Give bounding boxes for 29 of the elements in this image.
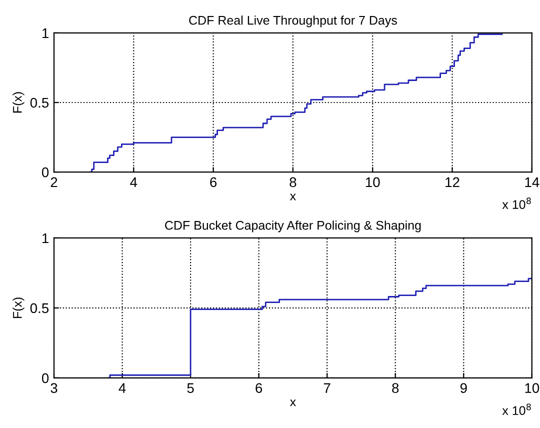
y-tick-label: 1 <box>42 28 48 38</box>
chart-title: CDF Bucket Capacity After Policing & Shaping <box>165 220 421 232</box>
x-tick-label: 5 <box>187 383 194 393</box>
x-tick-label: 4 <box>118 383 126 393</box>
x-tick-label: 8 <box>392 383 399 393</box>
x-tick-label: 7 <box>324 383 330 393</box>
y-axis-title: F(x) <box>12 298 24 318</box>
x-tick-label: 12 <box>446 177 460 187</box>
y-tick-label: 1 <box>42 233 48 243</box>
x-tick-label: 3 <box>50 383 58 393</box>
x-axis-title: x <box>290 400 296 406</box>
y-tick-label: 0 <box>42 373 49 384</box>
y-tick-label: 0 <box>42 167 49 178</box>
x-axis-title: x <box>290 194 296 200</box>
chart-title: CDF Real Live Throughput for 7 Days <box>189 16 397 28</box>
x-tick-label: 6 <box>256 383 262 393</box>
x-tick-label: 8 <box>290 177 296 188</box>
text: x 10$^{8}$ <box>502 404 531 415</box>
y-axis-title: F(x) <box>12 92 24 113</box>
y-tick-label: 0.5 <box>30 98 49 108</box>
y-tick-label: 0.5 <box>30 303 49 314</box>
x-tick-label: 2 <box>50 177 58 187</box>
x-tick-label: 14 <box>525 177 540 187</box>
x-tick-label: 10 <box>525 383 540 393</box>
x-tick-label: 4 <box>130 177 138 187</box>
x-tick-label: 9 <box>460 383 467 393</box>
text: x 10$^{8}$ <box>502 198 531 209</box>
x-tick-label: 6 <box>210 177 217 188</box>
x-tick-label: 10 <box>366 177 380 188</box>
